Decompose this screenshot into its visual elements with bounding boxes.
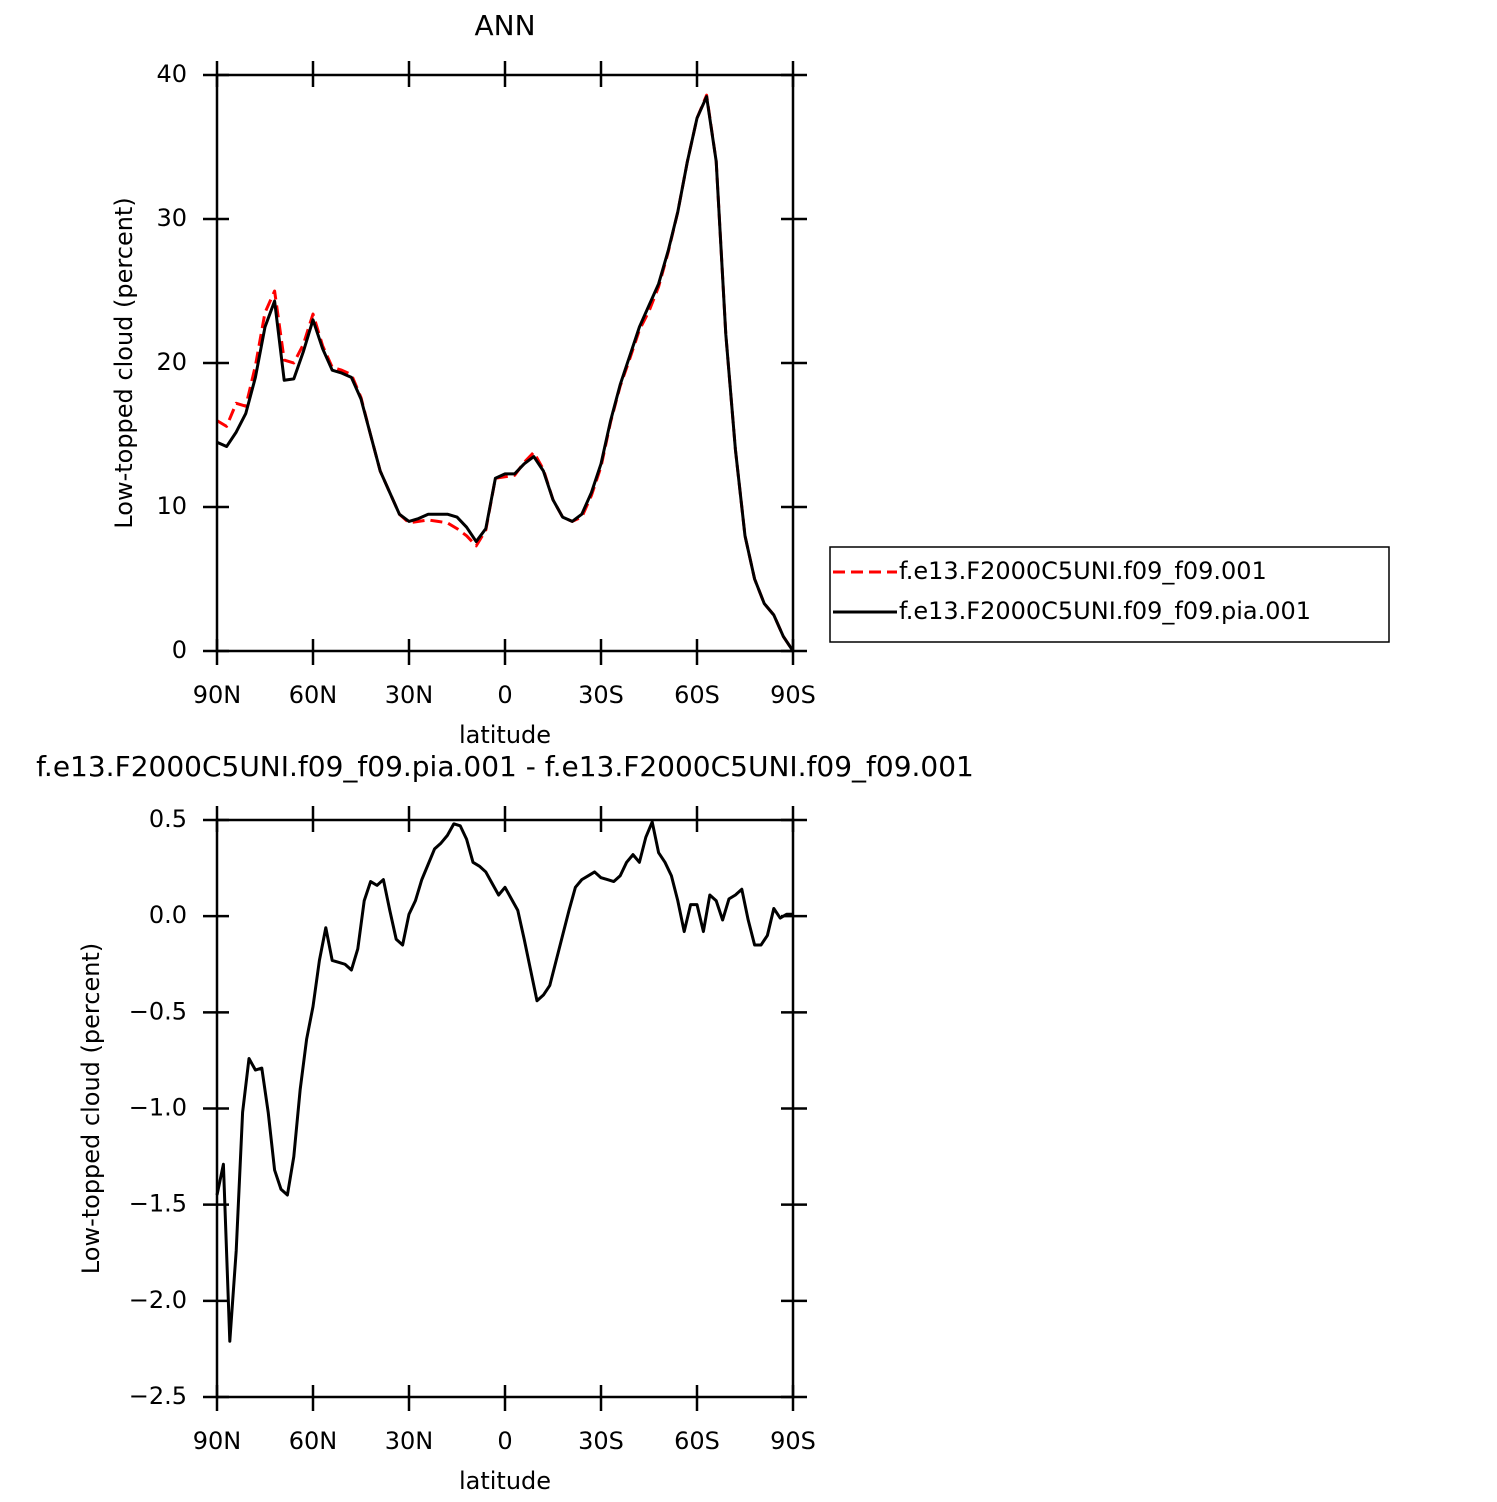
y-axis-label: Low-topped cloud (percent) [110, 197, 138, 528]
x-axis-label: latitude [459, 1467, 551, 1495]
y-tick-label: 30 [156, 204, 187, 232]
legend-label: f.e13.F2000C5UNI.f09_f09.pia.001 [899, 597, 1311, 625]
x-tick-label: 90S [770, 681, 816, 709]
y-tick-label: −1.5 [129, 1190, 187, 1218]
chart-title: f.e13.F2000C5UNI.f09_f09.pia.001 - f.e13… [36, 750, 974, 783]
y-tick-label: −0.5 [129, 997, 187, 1025]
data-line [216, 95, 795, 652]
y-tick-label: 0.0 [149, 901, 187, 929]
legend-label: f.e13.F2000C5UNI.f09_f09.001 [899, 557, 1267, 585]
y-tick-label: 40 [156, 60, 187, 88]
y-tick-label: 20 [156, 348, 187, 376]
data-line [215, 820, 793, 1343]
y-axis-label: Low-topped cloud (percent) [77, 943, 105, 1274]
legend-box [829, 546, 1390, 643]
y-tick-label: −2.5 [129, 1382, 187, 1410]
y-tick-label: 10 [156, 492, 187, 520]
chart-title: ANN [474, 9, 535, 42]
x-tick-label: 60N [289, 681, 338, 709]
x-tick-label: 90N [193, 1427, 242, 1455]
y-tick-label: −1.0 [129, 1094, 187, 1122]
x-tick-label: 30N [385, 681, 434, 709]
y-tick-label: 0.5 [149, 805, 187, 833]
x-tick-label: 60N [289, 1427, 338, 1455]
x-tick-label: 30S [578, 681, 624, 709]
x-tick-label: 30N [385, 1427, 434, 1455]
data-line [216, 93, 795, 652]
x-tick-label: 60S [674, 681, 720, 709]
x-tick-label: 0 [497, 681, 512, 709]
x-axis-label: latitude [459, 721, 551, 749]
x-tick-label: 60S [674, 1427, 720, 1455]
x-tick-label: 90N [193, 681, 242, 709]
plot-frame [215, 73, 795, 653]
x-tick-label: 30S [578, 1427, 624, 1455]
y-tick-label: 0 [172, 636, 187, 664]
x-tick-label: 0 [497, 1427, 512, 1455]
x-tick-label: 90S [770, 1427, 816, 1455]
y-tick-label: −2.0 [129, 1286, 187, 1314]
